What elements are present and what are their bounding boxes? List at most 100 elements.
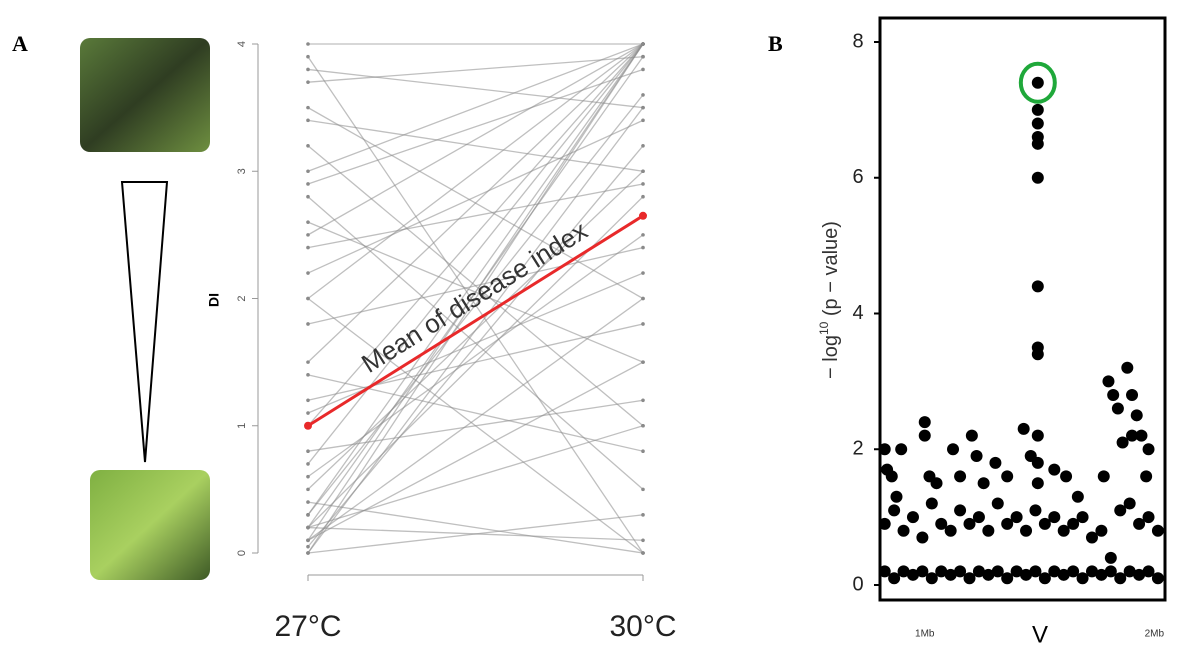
accession-point xyxy=(641,245,645,250)
point xyxy=(1001,517,1014,530)
accession-point xyxy=(641,169,645,174)
accession-line xyxy=(307,246,644,325)
accession-line xyxy=(307,221,644,363)
point xyxy=(895,443,908,456)
x-tick-label: 1Mb xyxy=(915,629,935,640)
y-axis-label: DI xyxy=(206,293,222,307)
x-tick-label: 27°C xyxy=(274,610,341,643)
point xyxy=(1121,361,1134,374)
point xyxy=(935,565,948,578)
point xyxy=(1001,572,1014,585)
accession-point xyxy=(306,411,310,415)
accession-line xyxy=(307,361,644,541)
accession-line xyxy=(307,374,644,452)
accession-point xyxy=(306,551,310,555)
accession-point xyxy=(306,525,310,530)
point xyxy=(1031,429,1044,442)
accession-point xyxy=(306,449,310,454)
point xyxy=(1076,572,1089,585)
accession-line xyxy=(307,43,644,554)
accession-line xyxy=(307,68,644,109)
panel-label: B xyxy=(768,31,783,56)
point xyxy=(1140,470,1153,483)
accession-point xyxy=(641,42,645,46)
point xyxy=(947,443,960,456)
point xyxy=(970,450,983,463)
point xyxy=(897,524,910,537)
accession-point xyxy=(641,360,645,364)
point xyxy=(1133,517,1146,530)
accession-line xyxy=(307,43,644,236)
accession-point xyxy=(306,271,310,275)
accession-point xyxy=(306,513,310,517)
photo-healthy xyxy=(90,470,210,580)
accession-line xyxy=(307,234,644,478)
accession-line xyxy=(307,399,644,452)
point xyxy=(916,565,929,578)
point xyxy=(1057,568,1070,581)
accession-point xyxy=(306,194,310,199)
accession-line xyxy=(307,43,644,172)
point xyxy=(1048,511,1061,524)
point xyxy=(1031,171,1044,184)
accession-point xyxy=(641,487,645,492)
accession-point xyxy=(306,67,310,72)
point xyxy=(954,470,967,483)
point xyxy=(930,477,943,490)
point xyxy=(1071,490,1084,503)
point xyxy=(1031,137,1044,150)
accession-point xyxy=(306,105,310,110)
y-tick-label: 4 xyxy=(852,302,863,324)
accession-point xyxy=(641,296,645,301)
point xyxy=(1038,572,1051,585)
y-tick-label: 6 xyxy=(852,166,863,188)
point xyxy=(1151,572,1164,585)
point xyxy=(1038,517,1051,530)
point xyxy=(1020,524,1033,537)
point xyxy=(925,572,938,585)
accession-point xyxy=(306,144,310,148)
accession-point xyxy=(306,54,310,59)
accession-line xyxy=(307,43,644,300)
accession-point xyxy=(306,487,310,492)
point xyxy=(918,429,931,442)
accession-line xyxy=(307,501,644,554)
point xyxy=(1104,551,1117,564)
point xyxy=(878,517,891,530)
accession-point xyxy=(306,80,310,84)
accession-line xyxy=(307,94,644,516)
accession-point xyxy=(641,105,645,110)
accession-point xyxy=(306,118,310,123)
accession-point xyxy=(641,398,645,403)
point xyxy=(1031,117,1044,130)
accession-point xyxy=(641,513,645,517)
accession-point xyxy=(306,373,310,377)
accession-point xyxy=(641,322,645,326)
accession-point xyxy=(641,67,645,72)
point xyxy=(1060,470,1073,483)
gradient-triangle xyxy=(120,181,169,463)
point xyxy=(1067,517,1080,530)
accession-line xyxy=(307,119,644,172)
accession-point xyxy=(306,233,310,237)
point xyxy=(1031,348,1044,361)
mean-line xyxy=(307,214,644,428)
point xyxy=(989,456,1002,469)
point xyxy=(982,524,995,537)
accession-point xyxy=(306,538,310,543)
highlight-circle xyxy=(1018,61,1057,104)
point xyxy=(991,565,1004,578)
point xyxy=(1085,565,1098,578)
point xyxy=(1031,76,1044,89)
y-tick-label: 2 xyxy=(236,295,248,301)
point xyxy=(1076,511,1089,524)
point xyxy=(897,565,910,578)
accession-point xyxy=(306,398,310,403)
points xyxy=(878,76,1164,585)
accession-point xyxy=(641,449,645,454)
point xyxy=(963,517,976,530)
y-tick-label: 0 xyxy=(236,550,248,556)
point xyxy=(1107,388,1120,401)
point xyxy=(1097,470,1110,483)
